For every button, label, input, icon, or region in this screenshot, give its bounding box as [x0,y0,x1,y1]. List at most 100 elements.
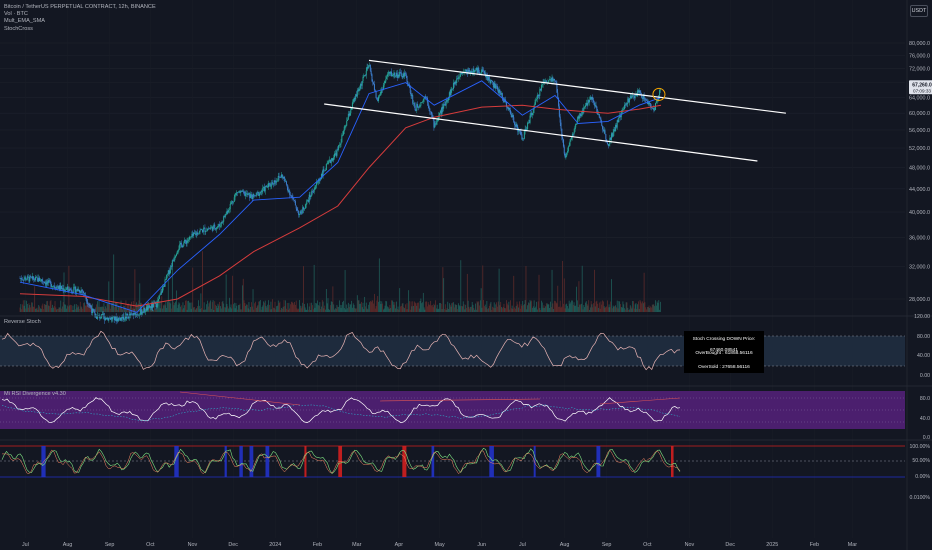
candle-body [48,280,50,281]
candle-body [298,213,300,215]
candle-body [221,221,223,223]
volume-bar [88,308,90,312]
volume-bar [572,304,574,312]
volume-bar [558,306,560,312]
candle-body [390,71,392,74]
volume-bar [407,309,409,312]
candle-body [351,107,353,110]
ema-legend[interactable]: Mult_EMA_SMA [4,18,46,25]
candle-body [122,314,124,320]
volume-bar [507,305,509,312]
candle-body [474,70,476,73]
candle-body [498,89,500,93]
volume-bar [65,304,67,312]
volume-bar [167,277,169,312]
reverse-stoch-scale-label: 80.00 [917,334,930,340]
volume-bar [469,308,471,312]
candle-body [483,70,485,74]
candle-body [255,192,257,197]
candle-body [68,289,70,291]
volume-bar [402,303,404,312]
candle-body [311,191,313,197]
volume-bar [475,303,476,312]
candle-body [257,192,259,193]
candle-body [133,312,135,316]
candle-body [602,125,604,130]
volume-bar [408,290,410,312]
candle-body [116,318,118,322]
volume-bar [210,300,212,312]
candle-body [190,236,192,238]
volume-bar [254,303,256,312]
volume-bar [237,305,239,312]
volume-bar [505,308,507,312]
candle-body [192,233,194,236]
currency-button[interactable]: USDT [910,5,928,17]
volume-bar [296,308,298,312]
candle-body [484,73,486,75]
volume-bar [359,303,361,312]
candle-body [65,289,67,291]
volume-bar [646,309,647,312]
volume-bar [299,300,300,312]
volume-legend[interactable]: Vol · BTC [4,11,28,18]
candle-body [30,276,32,278]
candle-body [446,100,448,102]
candle-body [169,270,171,274]
candle-body [96,315,98,319]
volume-bar [268,304,270,312]
candle-body [583,107,585,113]
candle-body [374,90,376,91]
volume-bar [193,306,195,312]
candle-body [193,232,195,236]
candle-body [232,201,234,203]
price-tick-label: 40,000.0 [909,210,930,216]
volume-bar [637,304,638,312]
symbol-title[interactable]: Bitcoin / TetherUS PERPETUAL CONTRACT, 1… [4,4,156,10]
candle-body [427,102,429,107]
volume-bar [102,307,104,312]
candle-body [289,190,291,195]
rsi-divergence-label[interactable]: Mi RSI Divergence v4.30 [4,391,66,397]
volume-bar [120,300,122,312]
candle-body [644,98,646,100]
candle-body [569,141,571,146]
candle-body [540,88,542,91]
candle-body [110,317,112,320]
candle-body [187,240,189,242]
candle-body [320,178,322,180]
candle-body [333,157,335,161]
volume-bar [622,301,624,312]
stochcross-legend[interactable]: StochCross [4,25,33,32]
volume-bar [107,304,109,312]
volume-bar [492,307,494,312]
volume-bar [531,300,533,312]
volume-bar [403,307,405,312]
candle-body [586,102,588,106]
volume-bar [519,308,521,312]
candle-body [268,183,270,184]
candle-body [642,94,644,99]
volume-bar [292,302,294,312]
candle-body [377,99,379,102]
candle-body [118,317,120,321]
reverse-stoch-label[interactable]: Reverse Stoch [4,319,41,325]
volume-bar [608,304,610,312]
volume-bar [68,265,70,312]
volume-bar [201,307,203,312]
candle-body [251,197,253,200]
volume-bar [658,300,660,312]
volume-bar [205,309,207,312]
volume-bar [351,300,353,312]
candle-body [501,93,503,98]
volume-bar [109,300,111,312]
candle-body [604,130,606,135]
candle-body [87,302,89,304]
volume-bar [628,309,630,312]
stochcross-d-line [2,449,681,475]
volume-bar [488,308,489,312]
volume-bar [110,308,111,312]
volume-bar [511,305,513,312]
volume-bar [189,302,190,312]
